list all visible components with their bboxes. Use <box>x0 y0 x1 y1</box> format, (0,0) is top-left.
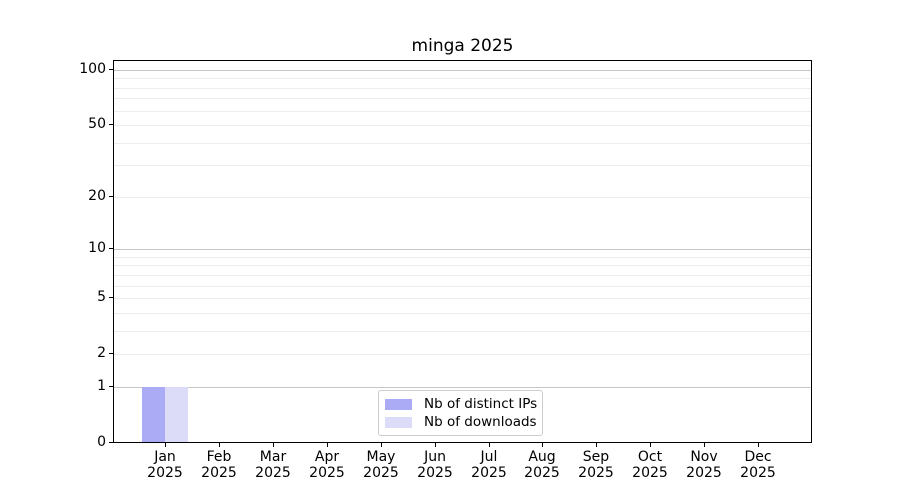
y-tick-label: 1 <box>97 378 106 394</box>
x-tick-year: 2025 <box>363 465 399 481</box>
gridline-minor <box>114 111 811 112</box>
plot-inner <box>114 61 811 442</box>
y-tick-label: 2 <box>97 345 106 361</box>
x-tick-mark <box>489 443 490 447</box>
x-tick-year: 2025 <box>740 465 776 481</box>
y-tick-mark <box>109 386 113 387</box>
x-tick-label: Jul 2025 <box>457 449 521 481</box>
legend-label-distinct-ips: Nb of distinct IPs <box>424 396 538 412</box>
bar-distinct-ips-jan <box>142 386 166 442</box>
legend-item-distinct-ips: Nb of distinct IPs <box>385 396 538 413</box>
x-tick-year: 2025 <box>255 465 291 481</box>
x-tick-label: Jun 2025 <box>403 449 467 481</box>
x-tick-year: 2025 <box>417 465 453 481</box>
x-tick-mark <box>435 443 436 447</box>
gridline-minor <box>114 165 811 166</box>
gridline-minor <box>114 354 811 355</box>
x-tick-mark <box>650 443 651 447</box>
y-tick-mark <box>109 69 113 70</box>
y-tick-label: 20 <box>88 188 106 204</box>
x-tick-label: Apr 2025 <box>295 449 359 481</box>
gridline-minor <box>114 78 811 79</box>
y-tick-mark <box>109 248 113 249</box>
legend-item-downloads: Nb of downloads <box>385 414 537 431</box>
legend: Nb of distinct IPs Nb of downloads <box>378 390 543 436</box>
x-tick-month: Feb <box>206 449 232 465</box>
x-tick-mark <box>381 443 382 447</box>
x-tick-label: Mar 2025 <box>241 449 305 481</box>
gridline-minor <box>114 265 811 266</box>
gridline-major <box>114 249 811 250</box>
x-tick-year: 2025 <box>632 465 668 481</box>
x-tick-month: Apr <box>314 449 340 465</box>
x-tick-month: Jun <box>424 449 446 465</box>
x-tick-month: Sep <box>582 449 610 465</box>
gridline-minor <box>114 313 811 314</box>
x-tick-month: Jan <box>154 449 176 465</box>
x-tick-year: 2025 <box>578 465 614 481</box>
x-tick-mark <box>327 443 328 447</box>
x-tick-mark <box>758 443 759 447</box>
gridline-minor <box>114 298 811 299</box>
x-tick-month: Mar <box>259 449 287 465</box>
x-tick-year: 2025 <box>309 465 345 481</box>
x-tick-label: Sep 2025 <box>564 449 628 481</box>
x-tick-month: Jul <box>480 449 498 465</box>
x-tick-label: Feb 2025 <box>187 449 251 481</box>
x-tick-year: 2025 <box>201 465 237 481</box>
x-tick-label: Nov 2025 <box>672 449 736 481</box>
legend-swatch-distinct-ips <box>385 399 412 410</box>
x-tick-mark <box>273 443 274 447</box>
y-tick-label: 10 <box>88 240 106 256</box>
x-tick-mark <box>219 443 220 447</box>
y-tick-label: 0 <box>97 434 106 450</box>
x-tick-year: 2025 <box>686 465 722 481</box>
gridline-minor <box>114 125 811 126</box>
y-tick-mark <box>109 297 113 298</box>
gridline-minor <box>114 197 811 198</box>
y-tick-label: 50 <box>88 116 106 132</box>
gridline-minor <box>114 143 811 144</box>
x-tick-year: 2025 <box>147 465 183 481</box>
x-tick-month: Dec <box>744 449 772 465</box>
legend-swatch-downloads <box>385 417 412 428</box>
x-tick-month: May <box>366 449 396 465</box>
y-tick-mark <box>109 442 113 443</box>
y-tick-mark <box>109 124 113 125</box>
x-tick-month: Aug <box>528 449 556 465</box>
gridline-minor <box>114 331 811 332</box>
y-tick-mark <box>109 196 113 197</box>
y-tick-label: 100 <box>79 61 106 77</box>
gridline-minor <box>114 257 811 258</box>
x-tick-mark <box>542 443 543 447</box>
chart-title: minga 2025 <box>411 36 514 56</box>
x-tick-label: Dec 2025 <box>726 449 790 481</box>
plot-area <box>113 60 812 443</box>
x-tick-label: Oct 2025 <box>618 449 682 481</box>
x-tick-label: Aug 2025 <box>510 449 574 481</box>
gridline-major <box>114 70 811 71</box>
x-tick-mark <box>704 443 705 447</box>
gridline-minor <box>114 98 811 99</box>
gridline-minor <box>114 286 811 287</box>
x-tick-year: 2025 <box>471 465 507 481</box>
gridline-minor <box>114 88 811 89</box>
x-tick-month: Nov <box>690 449 718 465</box>
x-tick-mark <box>165 443 166 447</box>
legend-label-downloads: Nb of downloads <box>424 414 537 430</box>
y-tick-mark <box>109 353 113 354</box>
x-tick-label: May 2025 <box>349 449 413 481</box>
x-tick-mark <box>596 443 597 447</box>
gridline-major <box>114 387 811 388</box>
bar-downloads-jan <box>165 386 188 442</box>
x-tick-year: 2025 <box>524 465 560 481</box>
x-tick-label: Jan 2025 <box>133 449 197 481</box>
gridline-minor <box>114 275 811 276</box>
x-tick-month: Oct <box>637 449 663 465</box>
y-tick-label: 5 <box>97 289 106 305</box>
